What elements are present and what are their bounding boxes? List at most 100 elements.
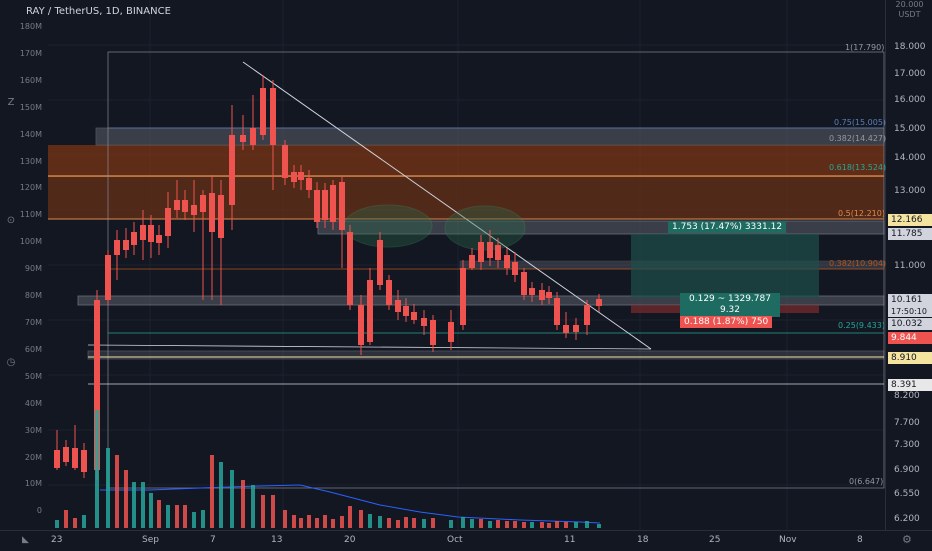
volume-bar <box>315 518 319 528</box>
candle-body <box>339 182 345 230</box>
candle-body <box>165 208 171 236</box>
candle-body <box>596 299 602 306</box>
price-tag-10032: 10.032 <box>888 318 932 330</box>
date-tick: 23 <box>51 535 63 545</box>
volume-bar <box>522 522 526 528</box>
candle-body <box>218 195 224 238</box>
volume-bar <box>73 518 77 528</box>
timer-icon[interactable]: ◷ <box>6 357 16 368</box>
volume-bar <box>547 523 551 528</box>
candle-body <box>270 88 276 145</box>
volume-bar <box>564 522 568 528</box>
volume-bar <box>431 518 435 528</box>
candle-body <box>200 195 206 212</box>
volume-bar <box>540 522 544 528</box>
candle-body <box>367 280 373 342</box>
vol-tick: 80M <box>24 291 42 301</box>
candle-body <box>358 305 364 345</box>
price-tick: 13.000 <box>894 186 926 196</box>
candle-body <box>314 190 320 222</box>
candle-body <box>174 200 180 210</box>
price-tick: 6.550 <box>894 489 920 499</box>
vol-tick: 150M <box>19 102 42 112</box>
price-tag-8391: 8.391 <box>888 379 932 391</box>
volume-bar <box>449 520 453 528</box>
pin-icon[interactable]: ⊙ <box>6 215 16 226</box>
volume-bar <box>157 500 161 528</box>
highlight-ellipse-2[interactable] <box>444 205 526 251</box>
volume-bar <box>585 521 589 528</box>
price-tag-timer: 17:50:10 <box>888 306 932 317</box>
currency-unit: USDT <box>898 10 921 19</box>
triangle-base[interactable] <box>87 344 652 350</box>
volume-bar <box>404 517 408 528</box>
candle-body <box>421 318 427 326</box>
volume-bar <box>412 518 416 528</box>
descending-trendline[interactable] <box>242 61 652 350</box>
candle-body <box>291 172 297 182</box>
zoom-icon[interactable]: Z <box>7 97 15 108</box>
price-tag-8910: 8.910 <box>888 352 932 364</box>
volume-bar <box>555 521 559 528</box>
vol-tick: 10M <box>24 479 42 489</box>
candle-body <box>529 288 535 295</box>
candle-body <box>430 320 436 345</box>
volume-bar <box>283 510 287 528</box>
volume-bar <box>368 514 372 528</box>
date-axis: ◣ 23 Sep 7 13 20 Oct 11 18 25 Nov 8 ⚙ <box>0 530 932 551</box>
price-tick: 17.000 <box>894 69 926 79</box>
price-tick: 6.200 <box>894 514 920 524</box>
candle-body <box>322 190 328 220</box>
volume-bar <box>422 519 426 528</box>
candle-body <box>487 242 493 258</box>
volume-bar <box>201 510 205 528</box>
trade-mid-line-2: 9.32 <box>719 305 741 315</box>
vol-tick: 90M <box>24 264 42 274</box>
price-tag-9844: 9.844 <box>888 332 932 344</box>
candle-body <box>478 242 484 262</box>
volume-bar <box>331 519 335 528</box>
volume-bar <box>348 506 352 528</box>
candle-body <box>554 298 560 325</box>
vol-tick: 100M <box>19 237 42 247</box>
date-tick: 13 <box>271 535 283 545</box>
price-tag-11785: 11.785 <box>888 228 932 240</box>
vol-tick: 110M <box>19 210 42 220</box>
volume-bar <box>261 495 265 528</box>
price-tag-12166: 12.166 <box>888 214 932 226</box>
price-axis: 20.000 USDT 18.000 17.000 16.000 15.000 … <box>885 0 932 530</box>
trade-mid-label: 0.129 ~ 1329.787 9.32 <box>680 293 780 317</box>
tradingview-logo-icon[interactable]: ◣ <box>22 535 29 545</box>
volume-bar <box>496 520 500 528</box>
candle-body <box>191 205 197 215</box>
volume-bar <box>323 515 327 528</box>
price-tick: 16.000 <box>894 95 926 105</box>
highlight-ellipse-1[interactable] <box>343 204 433 248</box>
settings-gear-icon[interactable]: ⚙ <box>902 533 912 546</box>
candle-body <box>94 300 100 470</box>
candle-body <box>403 306 409 316</box>
candlestick-series <box>54 75 602 480</box>
volume-bar <box>210 455 214 528</box>
candle-body <box>298 172 304 180</box>
candle-body <box>469 255 475 268</box>
candle-body <box>460 268 466 325</box>
volume-bar <box>299 518 303 528</box>
volume-bar <box>241 480 245 528</box>
candle-body <box>330 185 336 222</box>
volume-bar <box>251 485 255 528</box>
price-tick: 15.000 <box>894 124 926 134</box>
candle-body <box>282 145 288 178</box>
volume-bar <box>64 510 68 528</box>
candle-body <box>63 447 69 462</box>
volume-bar <box>219 462 223 528</box>
candle-body <box>182 200 188 212</box>
candle-body <box>54 450 60 468</box>
candle-body <box>347 232 353 305</box>
volume-bar <box>340 516 344 528</box>
price-tick: 18.000 <box>894 42 926 52</box>
vol-tick: 120M <box>19 183 42 193</box>
volume-bar <box>359 510 363 528</box>
